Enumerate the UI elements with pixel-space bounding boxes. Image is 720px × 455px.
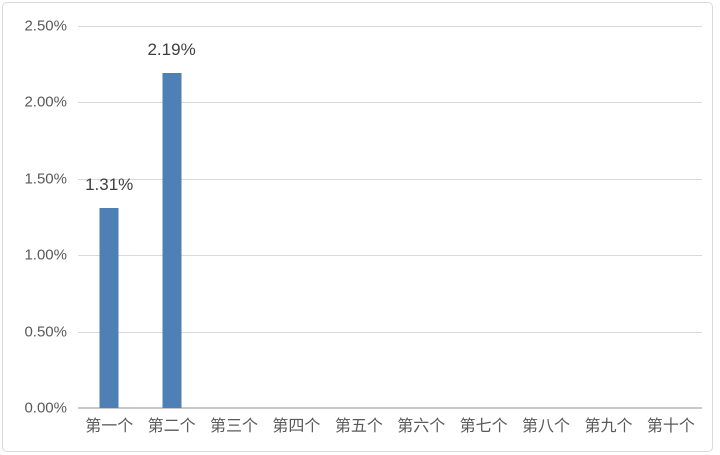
chart-frame: 0.00% 0.50% 1.00% 1.50% 2.00% 2.50% 1.31% 2.19… <box>2 2 713 452</box>
bar-slot <box>577 26 639 408</box>
x-tick-label: 第一个 <box>85 418 134 435</box>
x-axis-line <box>78 407 702 409</box>
bar-slot <box>328 26 390 408</box>
x-tick-label: 第九个 <box>584 418 633 435</box>
y-tick-label: 0.00% <box>24 399 67 417</box>
bar-slot <box>452 26 514 408</box>
bar-slot: 2.19% <box>140 26 202 408</box>
x-tick-label: 第三个 <box>210 418 259 435</box>
bar-slot <box>203 26 265 408</box>
bar <box>162 73 182 408</box>
bar-slot <box>640 26 702 408</box>
x-tick-label: 第八个 <box>522 418 571 435</box>
y-tick-label: 1.00% <box>24 246 67 264</box>
bar-slot <box>265 26 327 408</box>
gridline <box>78 178 702 180</box>
gridline <box>78 26 702 27</box>
bar-series: 1.31% 2.19% <box>78 26 702 408</box>
bar <box>99 207 119 408</box>
x-tick-label: 第七个 <box>459 418 508 435</box>
gridline <box>78 255 702 257</box>
y-tick-label: 2.00% <box>24 93 67 111</box>
x-axis: 第一个 第二个 第三个 第四个 第五个 第六个 第七个 第八个 第九个 第十个 <box>78 413 702 441</box>
y-tick-label: 2.50% <box>24 17 67 35</box>
bar-slot <box>390 26 452 408</box>
x-tick-label: 第十个 <box>646 418 695 435</box>
y-axis: 0.00% 0.50% 1.00% 1.50% 2.00% 2.50% <box>3 18 67 417</box>
y-tick-label: 1.50% <box>24 170 67 188</box>
bar-data-label: 2.19% <box>147 40 196 60</box>
y-tick-label: 0.50% <box>24 323 67 341</box>
x-tick-label: 第二个 <box>147 418 196 435</box>
gridline <box>78 102 702 104</box>
x-tick-label: 第六个 <box>397 418 446 435</box>
bar-slot <box>515 26 577 408</box>
gridline <box>78 331 702 333</box>
x-tick-label: 第五个 <box>334 418 383 435</box>
plot-area: 1.31% 2.19% <box>78 26 702 409</box>
bar-slot: 1.31% <box>78 26 140 408</box>
x-tick-label: 第四个 <box>272 418 321 435</box>
bar-data-label: 1.31% <box>85 174 134 194</box>
